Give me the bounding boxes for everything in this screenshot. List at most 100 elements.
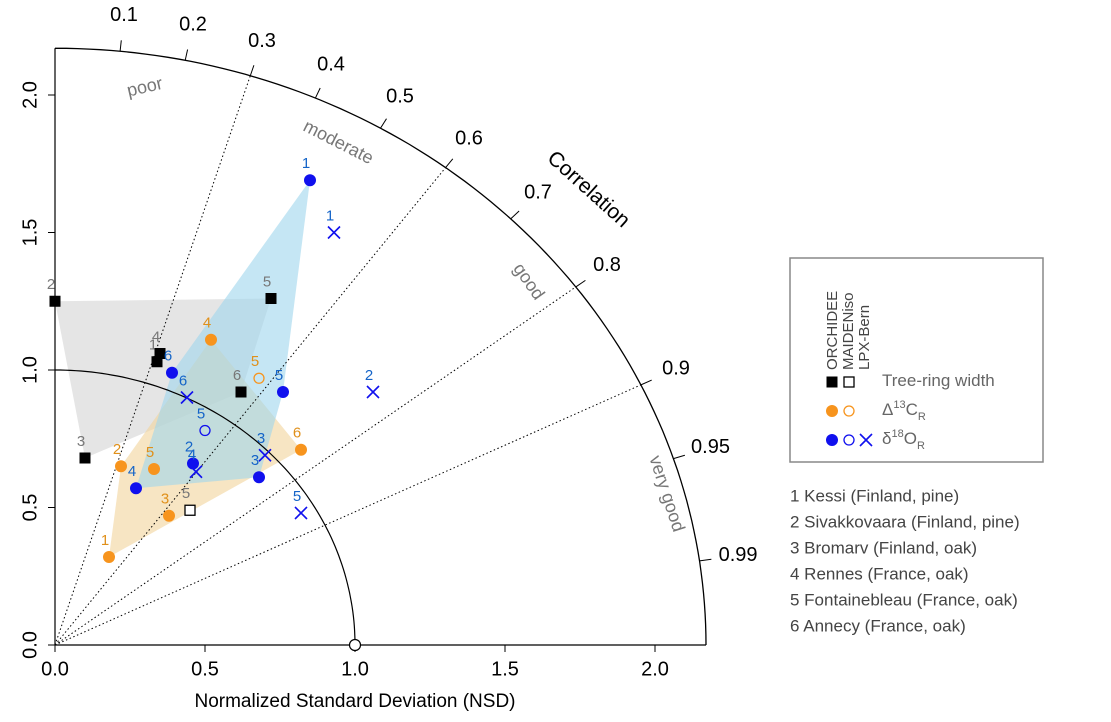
outer-arc <box>55 47 707 646</box>
skill-label: very good <box>645 453 688 534</box>
correlation-tick <box>510 210 520 220</box>
correlation-tick <box>119 40 122 52</box>
reference-arc <box>55 369 356 645</box>
point-label: 5 <box>293 488 301 505</box>
point-label: 3 <box>77 433 85 450</box>
legend-label: δ18OR <box>882 428 925 452</box>
correlation-line <box>54 384 642 646</box>
correlation-tick <box>673 454 685 460</box>
point-label: 6 <box>179 372 187 389</box>
correlation-tick-label: 0.1 <box>110 4 138 26</box>
site-label: 3 Bromarv (Finland, oak) <box>790 538 977 557</box>
point-label: 5 <box>263 273 271 290</box>
legend-model: LPX-Bern <box>856 305 873 370</box>
point-label: 6 <box>293 425 301 442</box>
correlation-tick <box>699 558 712 562</box>
point-label: 1 <box>326 207 334 224</box>
point-label: 6 <box>233 367 241 384</box>
correlation-tick-label: 0.95 <box>691 436 730 458</box>
site-label: 5 Fontainebleau (France, oak) <box>790 590 1018 609</box>
marker-circle <box>826 434 838 446</box>
marker-square-open <box>843 376 855 388</box>
skill-label: poor <box>125 73 165 101</box>
legend-label-part: Tree-ring width <box>882 371 995 390</box>
marker-cross <box>258 448 272 462</box>
legend-label-part: 18 <box>891 428 903 440</box>
correlation-tick-label: 0.9 <box>662 358 690 380</box>
skill-label: moderate <box>300 116 377 168</box>
legend-label-part: C <box>906 400 918 419</box>
correlation-tick <box>640 379 652 386</box>
correlation-tick-label: 0.2 <box>179 14 207 36</box>
x-tick-label: 0.0 <box>41 658 69 680</box>
marker-circle-open <box>199 424 211 437</box>
hull <box>136 180 310 489</box>
legend-label-part: R <box>918 411 926 423</box>
point-label: 2 <box>47 276 55 293</box>
marker-square <box>151 356 163 368</box>
correlation-tick <box>249 65 255 76</box>
marker-circle-open <box>843 434 855 446</box>
point-label: 4 <box>188 447 196 464</box>
marker-square <box>826 376 838 388</box>
correlation-tick-label: 0.5 <box>386 86 414 108</box>
hull-layer <box>55 180 310 557</box>
correlation-tick-label: 0.4 <box>317 54 345 76</box>
point-label: 4 <box>128 463 136 480</box>
marker-circle <box>103 551 115 563</box>
marker-square <box>49 295 61 307</box>
marker-square-open <box>184 504 196 516</box>
marker-square <box>265 293 277 304</box>
marker-cross <box>327 225 341 240</box>
legend-label-part: R <box>917 440 925 452</box>
marker-circle <box>115 460 127 473</box>
correlation-tick <box>184 49 189 61</box>
marker-circle <box>304 174 316 187</box>
marker-square <box>79 452 91 464</box>
legend-label-part: 13 <box>893 399 905 411</box>
point-label: 2 <box>185 438 193 455</box>
correlation-tick <box>314 87 321 99</box>
y-tick-label: 2.0 <box>19 81 41 109</box>
marker-circle <box>148 463 160 475</box>
legend-label-part: δ <box>882 429 891 448</box>
correlation-line <box>54 167 446 646</box>
marker-cross <box>366 385 380 399</box>
marker-circle <box>826 405 838 417</box>
x-tick-label: 1.5 <box>491 658 519 680</box>
correlation-tick <box>445 158 454 168</box>
point-label: 3 <box>251 452 259 469</box>
site-label: 1 Kessi (Finland, pine) <box>790 486 959 505</box>
point-label: 5 <box>197 405 205 422</box>
marker-circle-open <box>843 405 855 417</box>
point-label: 2 <box>365 367 373 384</box>
marker-cross <box>294 506 308 520</box>
point-label: 1 <box>149 337 157 354</box>
marker-cross <box>180 390 194 405</box>
site-label: 2 Sivakkovaara (Finland, pine) <box>790 512 1020 531</box>
x-tick-label: 2.0 <box>641 658 669 680</box>
legend-label: Tree-ring width <box>882 371 995 390</box>
point-label: 3 <box>257 430 265 447</box>
correlation-tick <box>380 118 387 129</box>
correlation-tick-label: 0.8 <box>593 254 621 276</box>
legend-model: MAIDENiso <box>840 292 857 370</box>
marker-cross <box>859 433 873 447</box>
skill-label: good <box>509 259 548 303</box>
site-label: 4 Rennes (France, oak) <box>790 564 969 583</box>
marker-circle <box>205 333 217 346</box>
marker-circle <box>130 482 142 495</box>
marker-square <box>235 386 247 398</box>
x-tick-label: 0.5 <box>191 658 219 680</box>
y-tick-label: 1.0 <box>19 356 41 384</box>
point-label: 4 <box>152 328 160 345</box>
marker-circle-open <box>253 372 265 384</box>
x-tick-label: 1.0 <box>341 658 369 680</box>
reference-point <box>348 638 362 652</box>
point-label: 2 <box>113 441 121 458</box>
y-tick-label: 0.0 <box>19 631 41 659</box>
correlation-tick-label: 0.7 <box>524 182 552 204</box>
y-tick-label: 0.5 <box>19 494 41 522</box>
point-label: 5 <box>251 353 259 370</box>
